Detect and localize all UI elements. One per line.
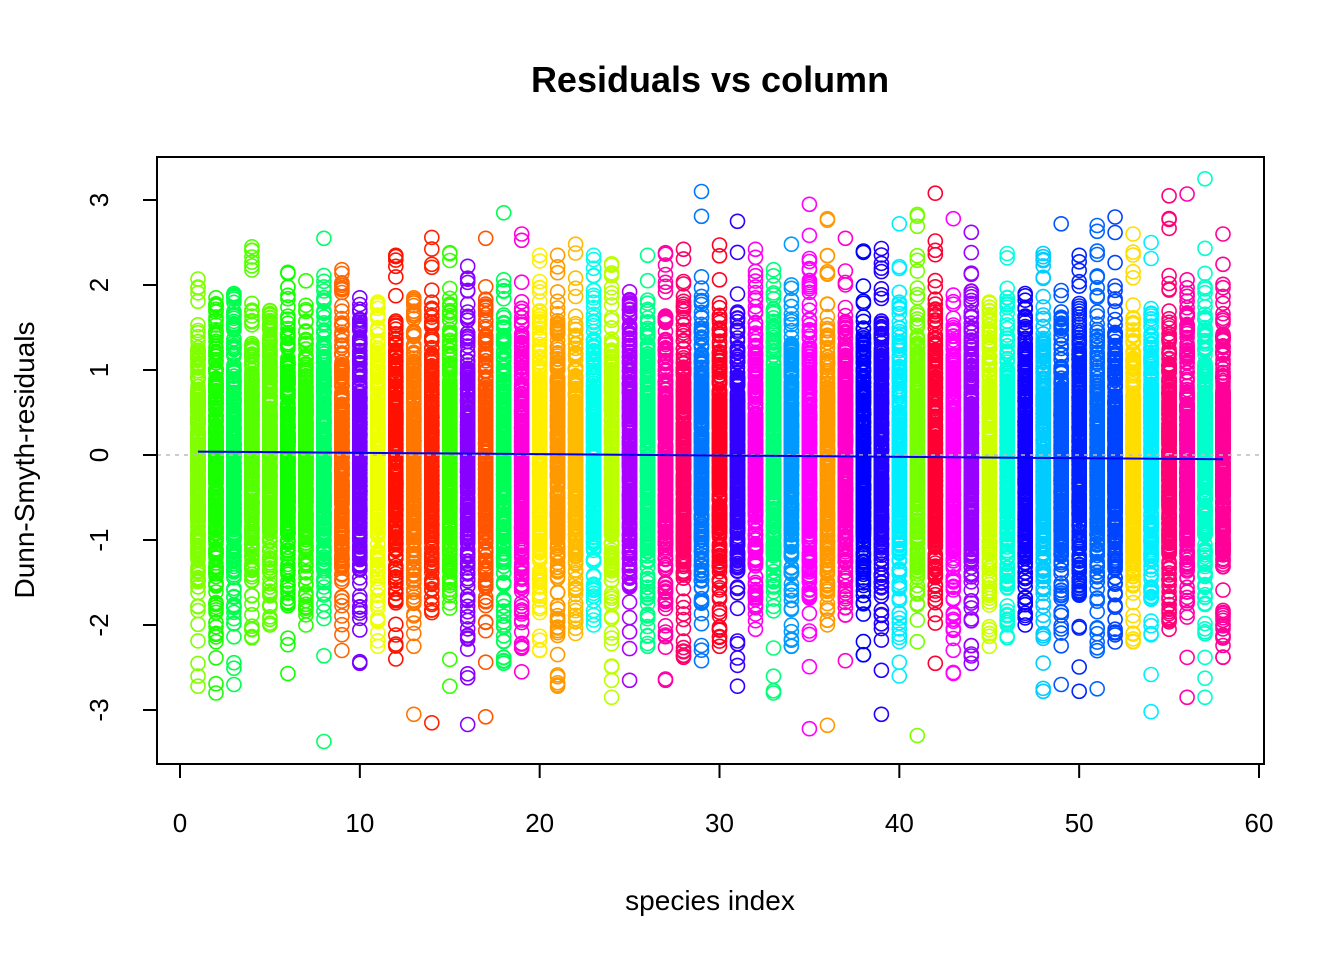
- data-point: [407, 707, 421, 721]
- data-point: [281, 667, 295, 681]
- data-point: [335, 644, 349, 658]
- data-point: [425, 716, 439, 730]
- data-point: [443, 281, 457, 295]
- species-6-points: [281, 265, 295, 680]
- data-point: [461, 613, 475, 627]
- data-point: [389, 652, 403, 666]
- data-point: [335, 591, 349, 605]
- species-14-points: [425, 230, 439, 729]
- species-10-points: [353, 291, 367, 671]
- species-13-points: [407, 291, 421, 722]
- species-8-points: [317, 231, 331, 748]
- data-point: [209, 677, 223, 691]
- data-point: [443, 652, 457, 666]
- species-15-points: [443, 246, 457, 694]
- data-point: [389, 617, 403, 631]
- species-3-points: [227, 287, 241, 692]
- data-point: [389, 250, 403, 264]
- species-5-points: [263, 304, 277, 633]
- data-point: [317, 231, 331, 245]
- data-point: [425, 260, 439, 274]
- data-point: [407, 626, 421, 640]
- data-point: [191, 634, 205, 648]
- data-point: [227, 630, 241, 644]
- data-point: [443, 679, 457, 693]
- data-points: [191, 172, 1230, 749]
- species-9-points: [335, 263, 349, 658]
- species-12-points: [389, 248, 403, 666]
- species-16-points: [461, 259, 475, 731]
- chart-title: Residuals vs column: [531, 59, 889, 100]
- data-point: [317, 649, 331, 663]
- data-point: [461, 718, 475, 732]
- species-2-points: [209, 291, 223, 700]
- data-point: [299, 274, 313, 288]
- species-4-points: [245, 240, 259, 645]
- data-point: [227, 678, 241, 692]
- data-point: [209, 651, 223, 665]
- species-11-points: [371, 295, 385, 653]
- data-point: [335, 618, 349, 632]
- data-point: [407, 639, 421, 653]
- data-point: [317, 735, 331, 749]
- data-point: [389, 289, 403, 303]
- data-point: [425, 257, 439, 271]
- data-point: [191, 294, 205, 308]
- data-point: [281, 266, 295, 280]
- species-1-points: [191, 272, 205, 693]
- data-point: [191, 617, 205, 631]
